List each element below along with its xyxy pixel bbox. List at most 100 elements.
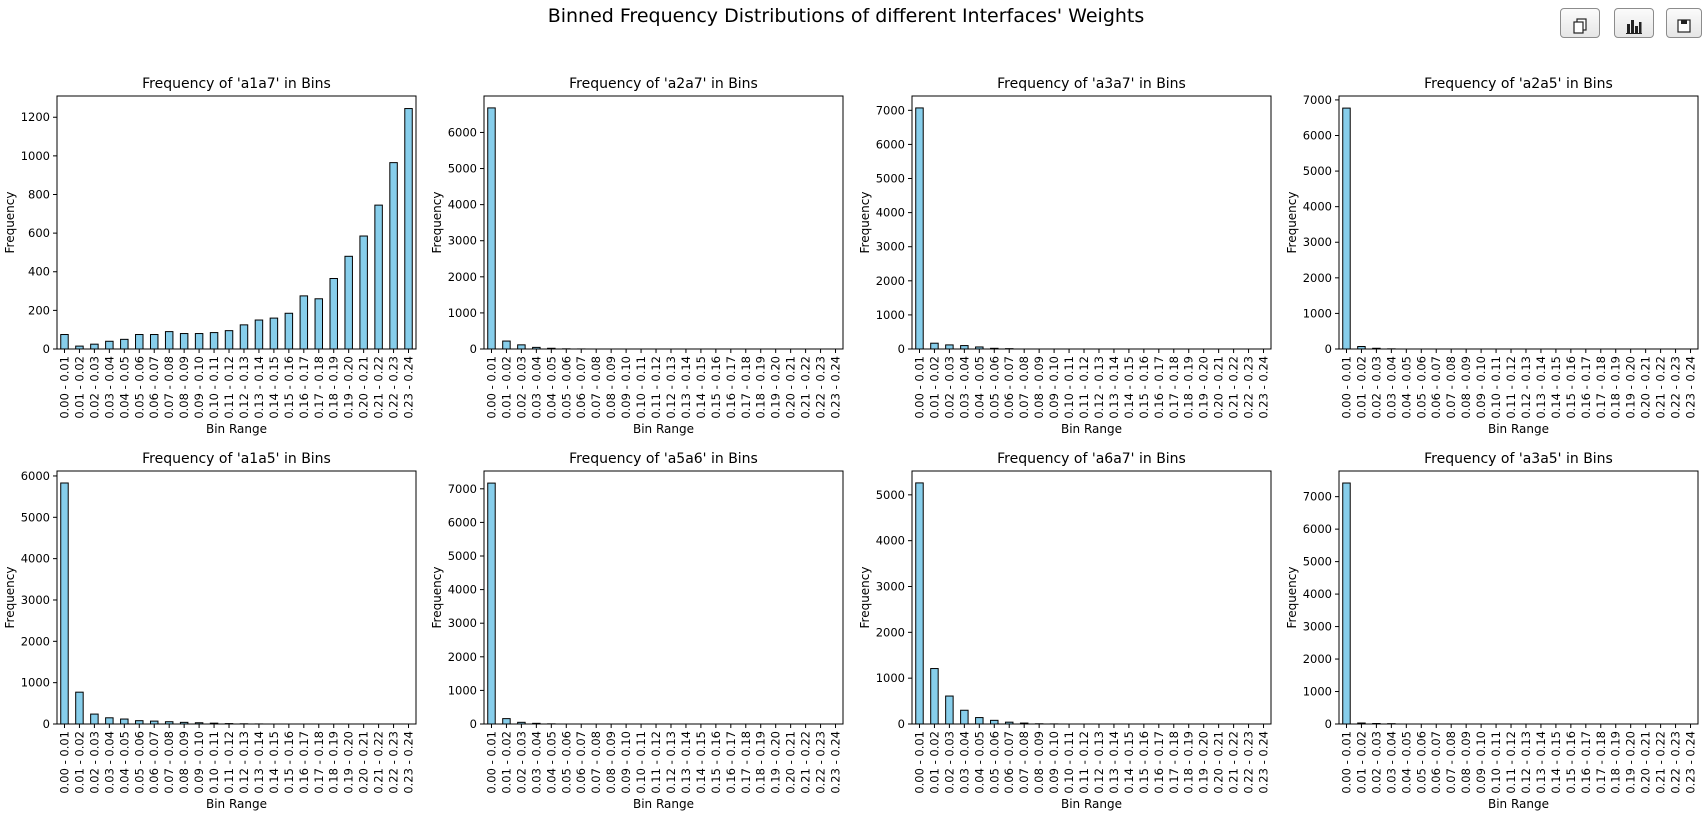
y-tick-label: 0 [1325,342,1332,356]
x-tick-label: 0.17 - 0.18 [739,356,753,419]
x-tick-label: 0.11 - 0.12 [1504,731,1518,794]
x-tick-label: 0.17 - 0.18 [1594,356,1608,419]
bar [1342,107,1351,350]
x-tick-label: 0.09 - 0.10 [1047,356,1061,419]
x-tick-label: 0.21 - 0.22 [372,356,386,419]
y-tick-label: 5000 [876,488,905,502]
y-tick-label: 200 [28,303,50,317]
x-tick-label: 0.05 - 0.06 [987,731,1001,794]
plot-frame [1338,470,1699,725]
bar [359,235,368,350]
x-tick-label: 0.15 - 0.16 [709,731,723,794]
bar [90,343,99,350]
x-tick-label: 0.08 - 0.09 [177,356,191,419]
x-tick-label: 0.09 - 0.10 [1474,356,1488,419]
x-tick-label: 0.21 - 0.22 [1654,731,1668,794]
y-tick-label: 0 [43,342,50,356]
bar [960,709,969,725]
x-tick-label: 0.03 - 0.04 [1384,731,1398,794]
x-tick-label: 0.10 - 0.11 [207,356,221,419]
bar [374,204,383,350]
x-tick-label: 0.10 - 0.11 [634,731,648,794]
bar [502,718,511,725]
x-tick-label: 0.01 - 0.02 [1354,731,1368,794]
y-tick-label: 3000 [21,593,50,607]
x-tick-label: 0.02 - 0.03 [514,731,528,794]
y-tick-label: 4000 [1303,587,1332,601]
x-tick-label: 0.15 - 0.16 [1564,731,1578,794]
x-tick-label: 0.03 - 0.04 [957,731,971,794]
bar [239,324,249,350]
x-tick-label: 0.10 - 0.11 [634,356,648,419]
x-tick-label: 0.13 - 0.14 [679,356,693,419]
x-tick-label: 0.06 - 0.07 [1002,356,1016,419]
x-tick-label: 0.13 - 0.14 [1107,356,1121,419]
y-tick-label: 4000 [876,534,905,548]
y-tick-label: 2000 [876,274,905,288]
x-tick-label: 0.05 - 0.06 [132,356,146,419]
x-tick-label: 0.15 - 0.16 [282,356,296,419]
chart-title: Frequency of 'a2a7' in Bins [569,76,758,92]
y-tick-label: 800 [28,187,50,201]
bar [164,331,174,350]
x-tick-label: 0.12 - 0.13 [237,356,251,419]
plot-frame [1338,95,1699,350]
x-tick-label: 0.02 - 0.03 [87,731,101,794]
bar [960,345,969,350]
y-tick-label: 7000 [876,103,905,117]
x-tick-label: 0.10 - 0.11 [1489,731,1503,794]
x-tick-label: 0.04 - 0.05 [972,356,986,419]
chart-title: Frequency of 'a1a7' in Bins [142,76,331,92]
x-tick-label: 0.21 - 0.22 [799,356,813,419]
x-tick-label: 0.19 - 0.20 [769,356,783,419]
y-tick-label: 1000 [876,671,905,685]
save-button[interactable] [1666,8,1702,38]
y-tick-label: 6000 [448,125,477,139]
bar [194,333,204,350]
y-axis-label: Frequency [1285,192,1299,254]
x-tick-label: 0.04 - 0.05 [1399,356,1413,419]
figure-suptitle: Binned Frequency Distributions of differ… [548,5,1145,27]
x-tick-label: 0.02 - 0.03 [514,356,528,419]
x-tick-label: 0.16 - 0.17 [297,731,311,794]
bar [502,340,511,350]
x-tick-label: 0.15 - 0.16 [709,356,723,419]
bar [105,717,114,725]
x-tick-label: 0.06 - 0.07 [1002,731,1016,794]
bar [404,108,413,350]
x-tick-label: 0.10 - 0.11 [1062,356,1076,419]
y-tick-label: 6000 [1303,522,1332,536]
bar [60,334,69,350]
x-tick-label: 0.18 - 0.19 [1609,356,1623,419]
x-tick-label: 0.22 - 0.23 [814,731,828,794]
y-tick-label: 7000 [448,482,477,496]
bar [284,312,294,350]
x-tick-label: 0.23 - 0.24 [1257,356,1271,419]
y-tick-label: 5000 [448,162,477,176]
y-axis-label: Frequency [3,192,17,254]
x-tick-label: 0.10 - 0.11 [1062,731,1076,794]
x-tick-label: 0.11 - 0.12 [222,356,236,419]
y-tick-label: 1000 [21,676,50,690]
x-tick-label: 0.16 - 0.17 [1579,731,1593,794]
chart-button[interactable] [1614,8,1654,38]
plot-frame [483,95,844,350]
copy-button[interactable] [1560,8,1600,38]
x-tick-label: 0.07 - 0.08 [1017,731,1031,794]
x-tick-label: 0.19 - 0.20 [1624,731,1638,794]
y-tick-label: 6000 [448,515,477,529]
y-tick-label: 2000 [1303,271,1332,285]
x-tick-label: 0.17 - 0.18 [1594,731,1608,794]
y-tick-label: 0 [43,717,50,731]
y-tick-label: 1000 [1303,306,1332,320]
plot-frame [483,470,844,725]
bar [149,334,159,350]
x-tick-label: 0.00 - 0.01 [1339,731,1353,794]
bar [209,332,219,350]
bar [135,334,144,350]
y-tick-label: 4000 [21,552,50,566]
